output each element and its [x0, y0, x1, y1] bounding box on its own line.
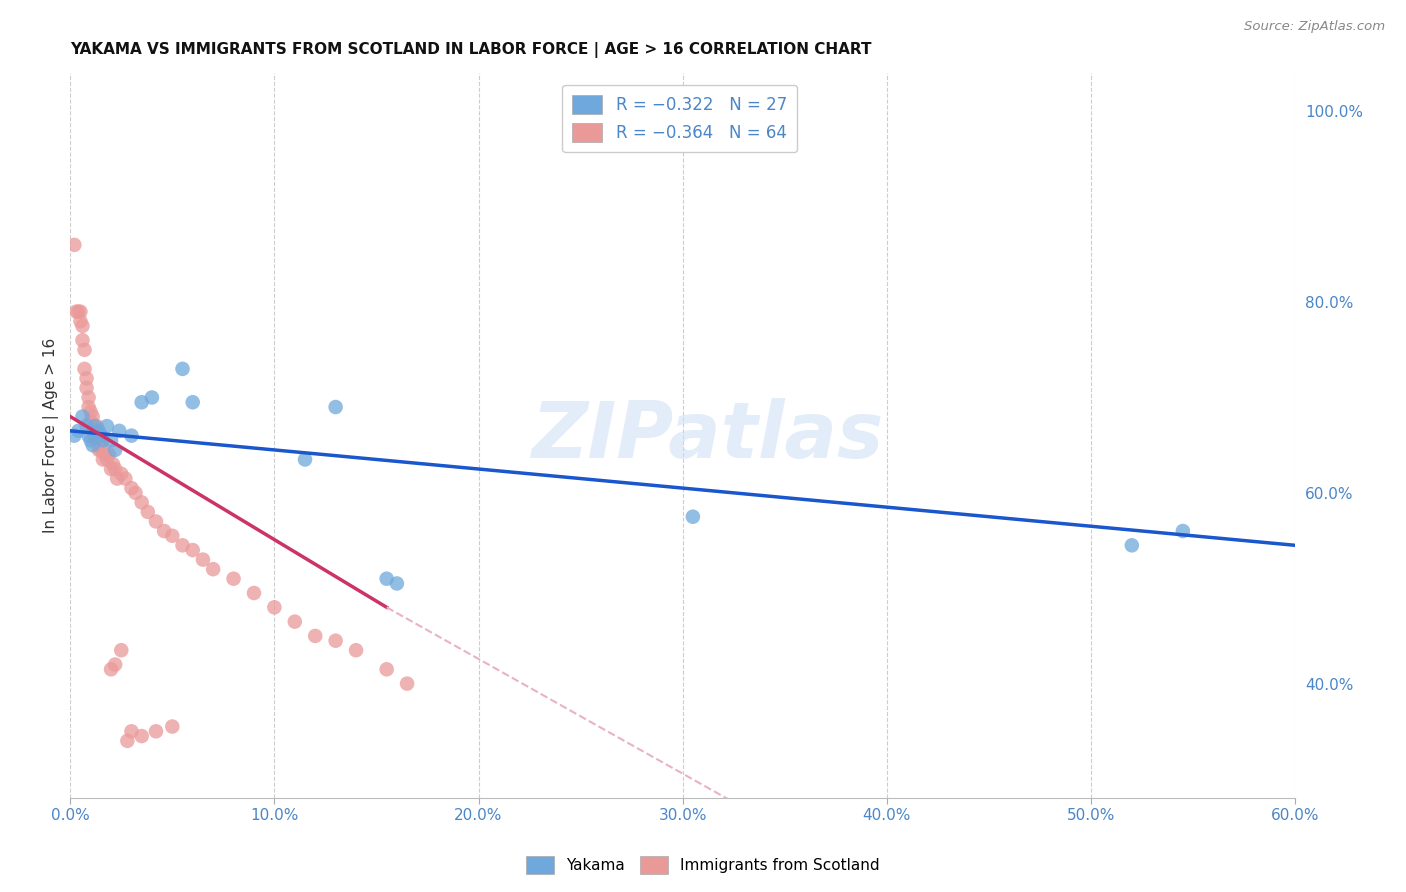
Point: [104, 657, 127, 672]
Point: [73, 362, 96, 376]
Point: [69, 304, 91, 318]
Point: [104, 442, 127, 457]
Point: [77, 400, 100, 414]
Point: [172, 362, 194, 376]
Point: [72, 318, 94, 333]
Point: [325, 400, 347, 414]
Point: [67, 424, 90, 438]
Point: [105, 471, 128, 485]
Point: [82, 438, 104, 452]
Point: [94, 448, 117, 462]
Point: [76, 371, 98, 385]
Point: [69, 314, 91, 328]
Point: [145, 724, 167, 739]
Point: [181, 543, 204, 558]
Point: [87, 434, 110, 448]
Point: [222, 572, 245, 586]
Point: [344, 643, 367, 657]
Point: [202, 562, 225, 576]
Point: [90, 428, 112, 442]
Point: [124, 486, 146, 500]
Point: [83, 419, 105, 434]
Point: [87, 442, 110, 457]
Point: [263, 600, 285, 615]
Text: Source: ZipAtlas.com: Source: ZipAtlas.com: [1244, 20, 1385, 33]
Point: [294, 452, 316, 467]
Point: [96, 452, 118, 467]
Point: [100, 434, 122, 448]
Text: ZIPatlas: ZIPatlas: [531, 398, 883, 474]
Point: [100, 662, 122, 676]
Point: [131, 495, 153, 509]
Point: [131, 729, 153, 743]
Point: [117, 734, 139, 748]
Point: [72, 409, 94, 424]
Point: [1121, 538, 1143, 552]
Point: [98, 448, 121, 462]
Point: [121, 428, 143, 442]
Point: [91, 442, 114, 457]
Point: [82, 419, 104, 434]
Point: [131, 395, 153, 409]
Point: [121, 481, 143, 495]
Point: [284, 615, 307, 629]
Point: [114, 471, 136, 485]
Point: [77, 428, 100, 442]
Point: [73, 343, 96, 357]
Point: [375, 662, 398, 676]
Point: [110, 643, 132, 657]
Point: [145, 515, 167, 529]
Point: [65, 304, 87, 318]
Point: [121, 724, 143, 739]
Point: [104, 462, 127, 476]
Legend: Yakama, Immigrants from Scotland: Yakama, Immigrants from Scotland: [520, 850, 886, 880]
Point: [153, 524, 176, 538]
Point: [162, 719, 184, 733]
Point: [108, 424, 131, 438]
Point: [136, 505, 159, 519]
Point: [191, 552, 214, 566]
Point: [91, 434, 114, 448]
Point: [63, 238, 86, 252]
Point: [76, 381, 98, 395]
Point: [79, 414, 101, 428]
Point: [83, 428, 105, 442]
Point: [91, 452, 114, 467]
Point: [77, 391, 100, 405]
Point: [325, 633, 347, 648]
Point: [172, 538, 194, 552]
Point: [82, 409, 104, 424]
Point: [72, 333, 94, 347]
Point: [375, 572, 398, 586]
Point: [101, 457, 124, 471]
Text: YAKAMA VS IMMIGRANTS FROM SCOTLAND IN LABOR FORCE | AGE > 16 CORRELATION CHART: YAKAMA VS IMMIGRANTS FROM SCOTLAND IN LA…: [70, 42, 872, 58]
Point: [79, 405, 101, 419]
Point: [87, 424, 110, 438]
Point: [79, 434, 101, 448]
Point: [86, 419, 108, 434]
Y-axis label: In Labor Force | Age > 16: In Labor Force | Age > 16: [44, 338, 59, 533]
Point: [76, 419, 98, 434]
Legend: R = −0.322   N = 27, R = −0.364   N = 64: R = −0.322 N = 27, R = −0.364 N = 64: [562, 85, 797, 152]
Point: [63, 428, 86, 442]
Point: [141, 391, 163, 405]
Point: [83, 424, 105, 438]
Point: [396, 676, 419, 690]
Point: [86, 434, 108, 448]
Point: [110, 467, 132, 481]
Point: [100, 462, 122, 476]
Point: [181, 395, 204, 409]
Point: [682, 509, 704, 524]
Point: [96, 419, 118, 434]
Point: [304, 629, 326, 643]
Point: [1171, 524, 1194, 538]
Point: [90, 442, 112, 457]
Point: [67, 304, 90, 318]
Point: [243, 586, 266, 600]
Point: [385, 576, 408, 591]
Point: [162, 529, 184, 543]
Point: [90, 434, 112, 448]
